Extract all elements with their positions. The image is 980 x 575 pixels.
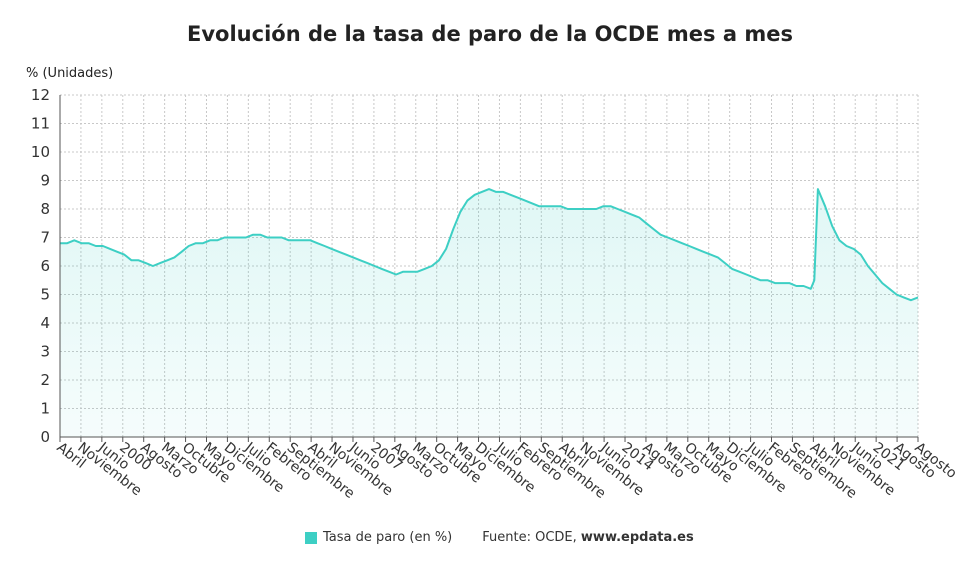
series-line-tasa-de-paro (60, 188, 919, 302)
y-tick-label: 2 (40, 371, 50, 389)
y-tick-label: 1 (40, 400, 50, 418)
y-tick-label: 9 (40, 172, 50, 190)
y-tick-label: 5 (40, 286, 50, 304)
source-prefix: Fuente: OCDE, (482, 530, 577, 545)
y-tick-label: 10 (31, 143, 50, 161)
y-tick-label: 0 (40, 428, 50, 446)
legend-swatch (305, 531, 317, 544)
legend-label: Tasa de paro (en %) (323, 530, 453, 545)
y-tick-label: 12 (31, 86, 50, 104)
legend: Tasa de paro (en %) Fuente: OCDE, www.ep… (305, 530, 694, 545)
source-note: Fuente: OCDE, www.epdata.es (482, 530, 694, 545)
y-tick-label: 3 (40, 343, 50, 361)
y-tick-label: 8 (40, 200, 50, 218)
y-tick-label: 7 (40, 229, 50, 247)
y-tick-label: 4 (40, 314, 50, 332)
area-layer (60, 188, 919, 437)
y-axis-unit-label: % (Unidades) (26, 66, 114, 81)
y-tick-label: 11 (31, 115, 50, 133)
y-tick-label: 6 (40, 257, 50, 275)
axes (59, 95, 919, 442)
chart-title: Evolución de la tasa de paro de la OCDE … (187, 22, 793, 46)
series-area-fill (60, 189, 918, 437)
source-site: www.epdata.es (580, 530, 694, 545)
